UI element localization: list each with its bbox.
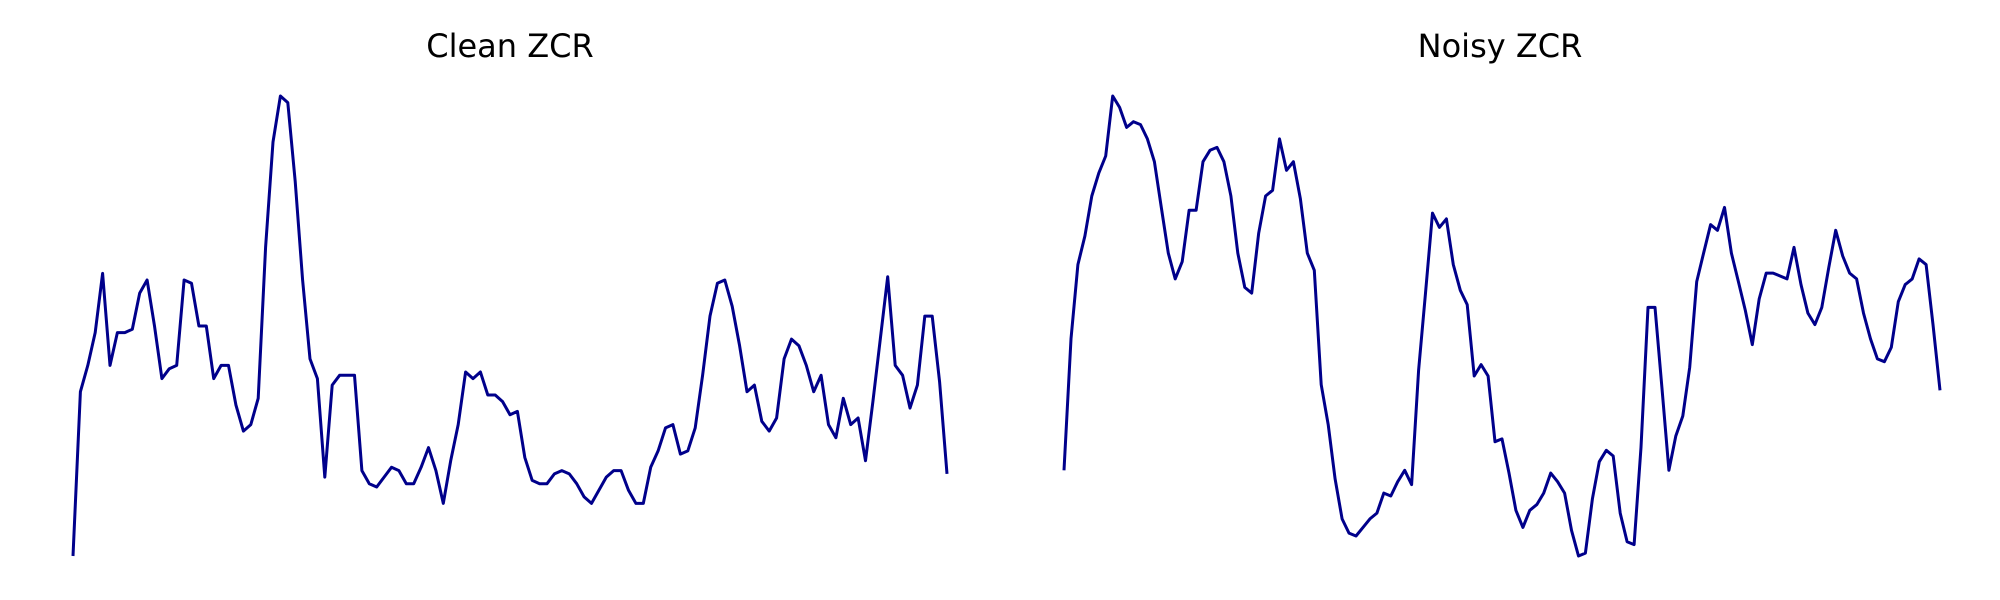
chart-title-clean: Clean ZCR: [426, 27, 593, 65]
series-line-noisy: [1062, 94, 1942, 558]
series-line-clean: [71, 94, 949, 557]
chart-title-noisy: Noisy ZCR: [1418, 27, 1583, 65]
chart-panel-clean: Clean ZCR: [71, 27, 949, 557]
chart-panel-noisy: Noisy ZCR: [1062, 27, 1942, 558]
